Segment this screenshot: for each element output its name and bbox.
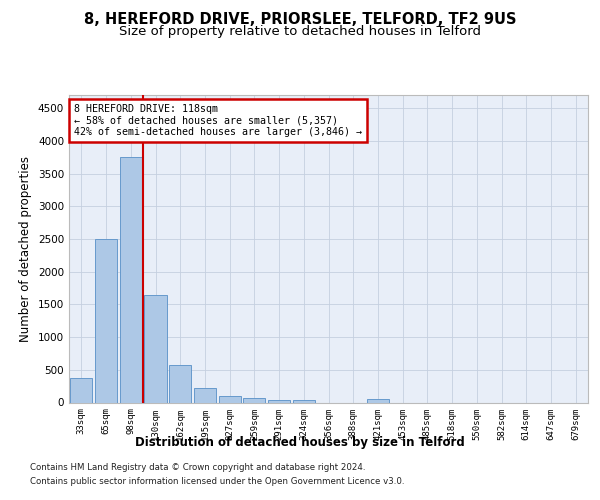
Text: Distribution of detached houses by size in Telford: Distribution of detached houses by size … — [135, 436, 465, 449]
Bar — [145, 294, 167, 403]
Text: Contains public sector information licensed under the Open Government Licence v3: Contains public sector information licen… — [30, 477, 404, 486]
Y-axis label: Number of detached properties: Number of detached properties — [19, 156, 32, 342]
Bar — [95, 239, 117, 402]
Bar — [268, 400, 290, 402]
Bar — [194, 388, 216, 402]
Text: 8, HEREFORD DRIVE, PRIORSLEE, TELFORD, TF2 9US: 8, HEREFORD DRIVE, PRIORSLEE, TELFORD, T… — [84, 12, 516, 28]
Bar — [169, 364, 191, 403]
Text: Contains HM Land Registry data © Crown copyright and database right 2024.: Contains HM Land Registry data © Crown c… — [30, 464, 365, 472]
Text: 8 HEREFORD DRIVE: 118sqm
← 58% of detached houses are smaller (5,357)
42% of sem: 8 HEREFORD DRIVE: 118sqm ← 58% of detach… — [74, 104, 362, 138]
Bar — [119, 157, 142, 402]
Bar — [218, 396, 241, 402]
Text: Size of property relative to detached houses in Telford: Size of property relative to detached ho… — [119, 25, 481, 38]
Bar — [70, 378, 92, 402]
Bar — [367, 398, 389, 402]
Bar — [293, 400, 315, 402]
Bar — [243, 398, 265, 402]
